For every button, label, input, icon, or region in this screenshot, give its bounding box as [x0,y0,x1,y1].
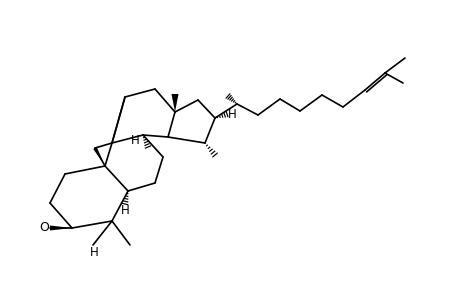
Text: H: H [90,247,98,260]
Polygon shape [50,226,72,230]
Text: H: H [120,203,129,217]
Polygon shape [171,94,178,112]
Text: H: H [227,109,236,122]
Polygon shape [93,147,105,166]
Text: H: H [130,134,139,148]
Text: O: O [39,221,49,235]
